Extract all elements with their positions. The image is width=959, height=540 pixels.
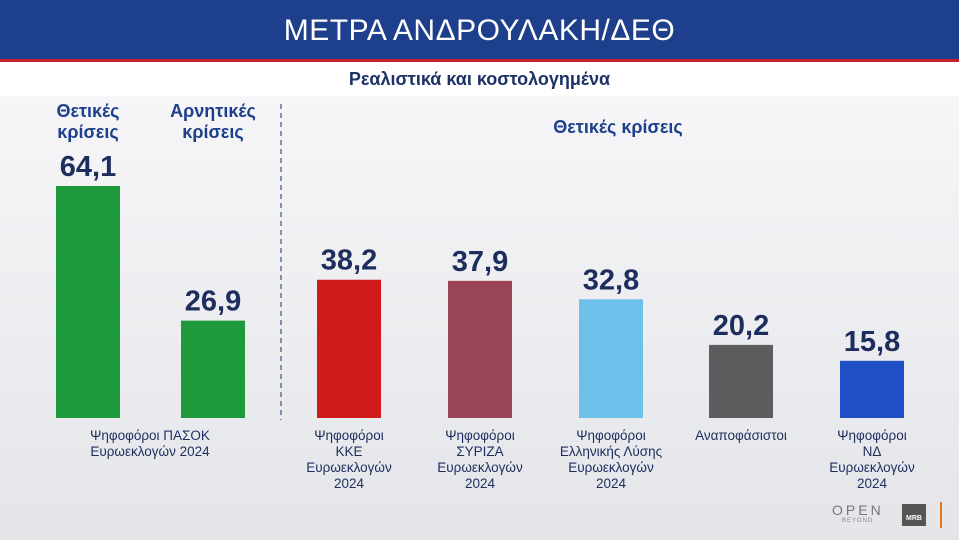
subtitle-bar xyxy=(0,62,959,96)
bar xyxy=(56,186,120,418)
category-label: Ψηφοφόροι ΠΑΣΟΚ Ευρωεκλογών 2024 xyxy=(90,428,210,459)
bar-value-label: 37,9 xyxy=(452,246,508,278)
bar xyxy=(181,320,245,418)
bar-value-label: 38,2 xyxy=(321,245,377,277)
accent-mark xyxy=(940,502,942,528)
bar-value-label: 64,1 xyxy=(60,151,116,183)
category-label: Αναποφάσιστοι xyxy=(695,428,787,443)
bar-value-label: 26,9 xyxy=(185,286,241,318)
logo-area: OPEN BEYOND MRB xyxy=(832,500,952,530)
page-subtitle: Ρεαλιστικά και κοστολογημένα xyxy=(348,69,611,89)
category-label: Ψηφοφόροι Ελληνικής Λύσης Ευρωεκλογών 2024 xyxy=(560,428,663,491)
bar-value-label: 32,8 xyxy=(583,264,639,296)
bar xyxy=(840,360,904,418)
bar-value-label: 15,8 xyxy=(844,326,900,358)
category-label: Ψηφοφόροι ΣΥΡΙΖΑ Ευρωεκλογών 2024 xyxy=(437,428,523,491)
bar xyxy=(317,279,381,418)
bar xyxy=(448,280,512,418)
title-bar xyxy=(0,0,959,62)
bar xyxy=(709,344,773,418)
bar xyxy=(579,299,643,418)
page-title: ΜΕΤΡΑ ΑΝΔΡΟΥΛΑΚΗ/ΔΕΘ xyxy=(283,14,676,47)
series-header: Θετικές κρίσεις xyxy=(56,101,119,142)
series-header: Αρνητικές κρίσεις xyxy=(170,101,256,142)
group-header: Θετικές κρίσεις xyxy=(553,117,683,137)
category-label: Ψηφοφόροι ΝΔ Ευρωεκλογών 2024 xyxy=(829,428,915,491)
channel-tagline: BEYOND xyxy=(842,518,874,524)
pollster-logo: MRB xyxy=(902,504,926,526)
channel-logo: OPEN xyxy=(832,502,884,518)
category-label: Ψηφοφόροι ΚΚΕ Ευρωεκλογών 2024 xyxy=(306,428,392,491)
bar-value-label: 20,2 xyxy=(713,310,769,342)
